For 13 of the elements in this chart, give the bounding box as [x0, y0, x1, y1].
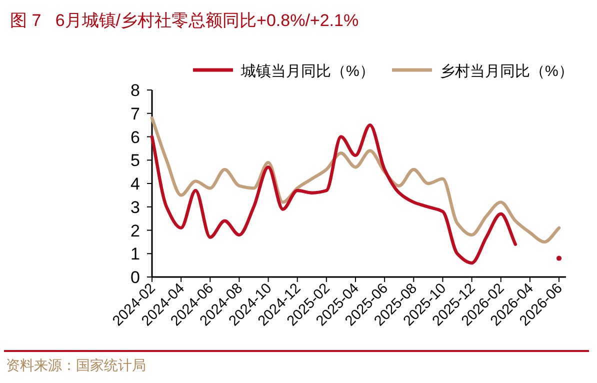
- y-tick-label: 4: [130, 174, 140, 194]
- text: 资料来源：国家统计局: [6, 357, 146, 373]
- chart-title: 图 7 6月城镇/乡村社零总额同比+0.8%/+2.1%: [10, 11, 359, 30]
- y-tick-label: 8: [130, 81, 140, 100]
- legend-label: 城镇当月同比（%）: [240, 63, 374, 80]
- y-tick-label: 7: [130, 104, 140, 124]
- y-tick-label: 1: [130, 244, 140, 264]
- y-tick-label: 3: [130, 198, 140, 217]
- y-tick-label: 6: [130, 128, 140, 147]
- y-tick-label: 0: [130, 268, 140, 287]
- y-tick-label: 2: [130, 221, 140, 240]
- legend-label: 乡村当月同比（%）: [440, 63, 574, 80]
- y-tick-label: 5: [130, 151, 140, 170]
